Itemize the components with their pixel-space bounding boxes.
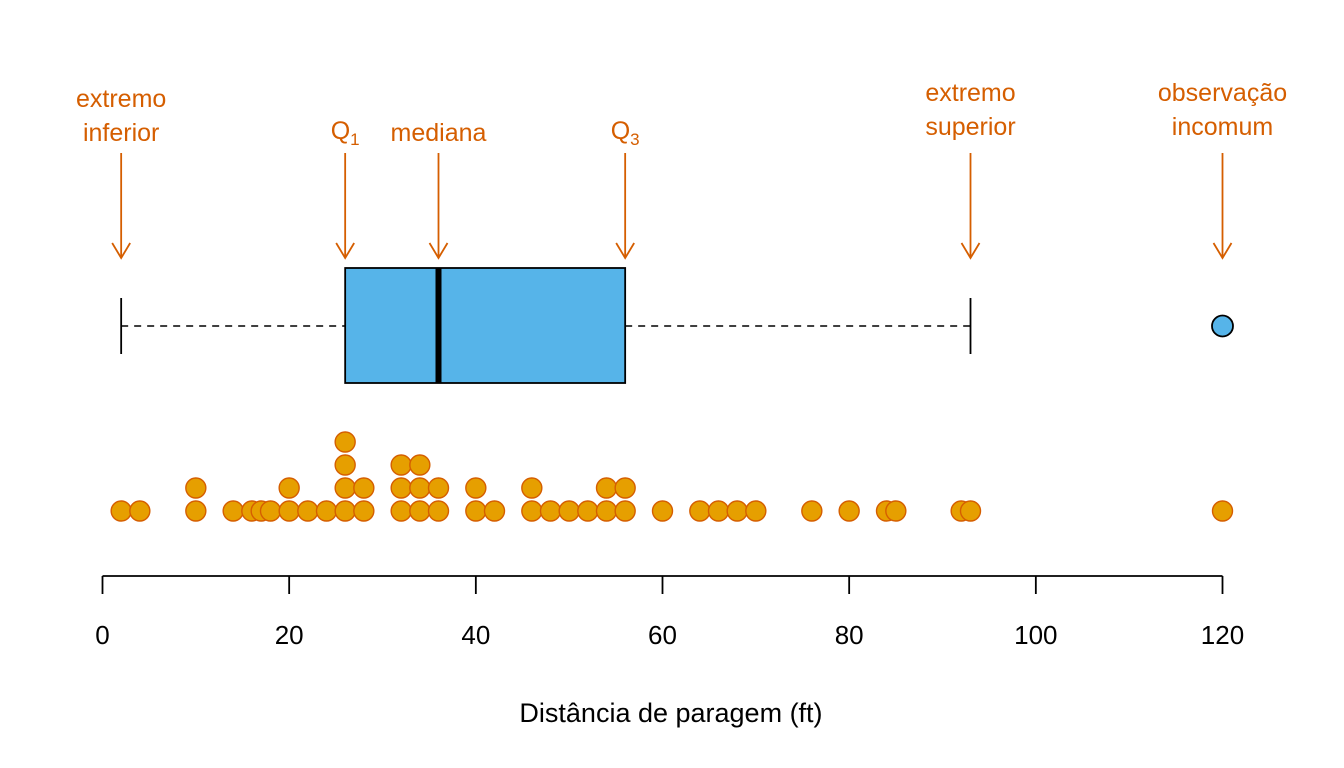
data-point [259,500,282,522]
data-point [614,477,636,499]
data-point [334,477,356,499]
data-point [427,477,450,499]
data-point [745,500,767,522]
data-point [558,500,580,522]
x-tick-label: 120 [1201,620,1244,650]
annotation-upper-whisker: extremo superior [925,79,1016,260]
x-tick-label: 20 [275,620,304,650]
dotplot-layer [110,431,1234,522]
data-point [838,500,860,522]
boxplot-layer [120,267,1234,384]
data-point [222,500,244,522]
data-point [614,500,636,522]
data-point [297,500,319,522]
annotation-q1: Q1 [331,117,360,260]
data-point [278,500,300,522]
data-point [595,477,618,499]
arrow-head [428,242,449,260]
data-point [334,431,356,453]
data-point [885,500,907,522]
data-point [483,500,506,522]
data-point [521,477,543,499]
x-tick-label: 60 [648,620,677,650]
arrow-head [960,242,981,260]
data-point [390,500,412,522]
x-tick-label: 100 [1014,620,1057,650]
x-tick-label: 40 [461,620,490,650]
data-point [801,500,823,522]
data-point [409,477,431,499]
annotation-median: mediana [391,119,487,260]
data-point [959,500,982,522]
data-point [427,500,450,522]
x-axis: 0 20 40 60 80 100 120 [95,575,1244,650]
data-point [409,454,431,476]
arrow-head [335,242,355,260]
annotation-label: extremo [76,85,166,113]
annotation-label: extremo [925,79,1015,107]
data-point [577,500,599,522]
data-point [1211,500,1234,522]
annotation-label: inferior [83,119,159,147]
data-point [689,500,711,522]
data-point [409,500,431,522]
data-point [129,500,151,522]
data-point [726,500,748,522]
data-point [334,454,356,476]
arrow-head [1212,242,1233,260]
data-point [465,477,487,499]
annotation-label: Q3 [611,117,640,149]
annotation-layer: extremo inferior Q1 mediana Q3 extremo superio… [76,79,1287,260]
iqr-box [344,267,627,384]
annotation-label: Q1 [331,117,360,149]
data-point [595,500,618,522]
data-point [390,477,412,499]
data-point [315,500,338,522]
annotation-label: mediana [391,119,487,147]
x-axis-label: Distância de paragem (ft) [519,698,822,728]
data-point [353,500,375,522]
x-tick-label: 80 [835,620,864,650]
data-point [334,500,356,522]
data-point [185,500,207,522]
annotation-label: incomum [1172,113,1273,141]
annotation-outlier: observação incomum [1158,79,1287,260]
data-point [390,454,412,476]
x-tick-label: 0 [95,620,109,650]
data-point [353,477,375,499]
data-point [465,500,487,522]
data-point [651,500,674,522]
outlier-point [1211,314,1234,338]
data-point [185,477,207,499]
data-point [278,477,300,499]
annotation-lower-whisker: extremo inferior [76,85,166,260]
annotation-q3: Q3 [611,117,640,260]
arrow-head [615,242,635,260]
data-point [521,500,543,522]
annotation-label: observação [1158,79,1287,107]
data-point [707,500,730,522]
arrow-head [111,242,131,260]
data-point [110,500,132,522]
annotation-label: superior [925,113,1015,141]
data-point [539,500,562,522]
